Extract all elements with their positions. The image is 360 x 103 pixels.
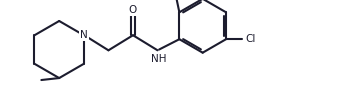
Text: N: N — [80, 30, 88, 40]
Text: O: O — [129, 5, 137, 15]
Text: NH: NH — [152, 54, 167, 64]
Text: Cl: Cl — [246, 34, 256, 44]
